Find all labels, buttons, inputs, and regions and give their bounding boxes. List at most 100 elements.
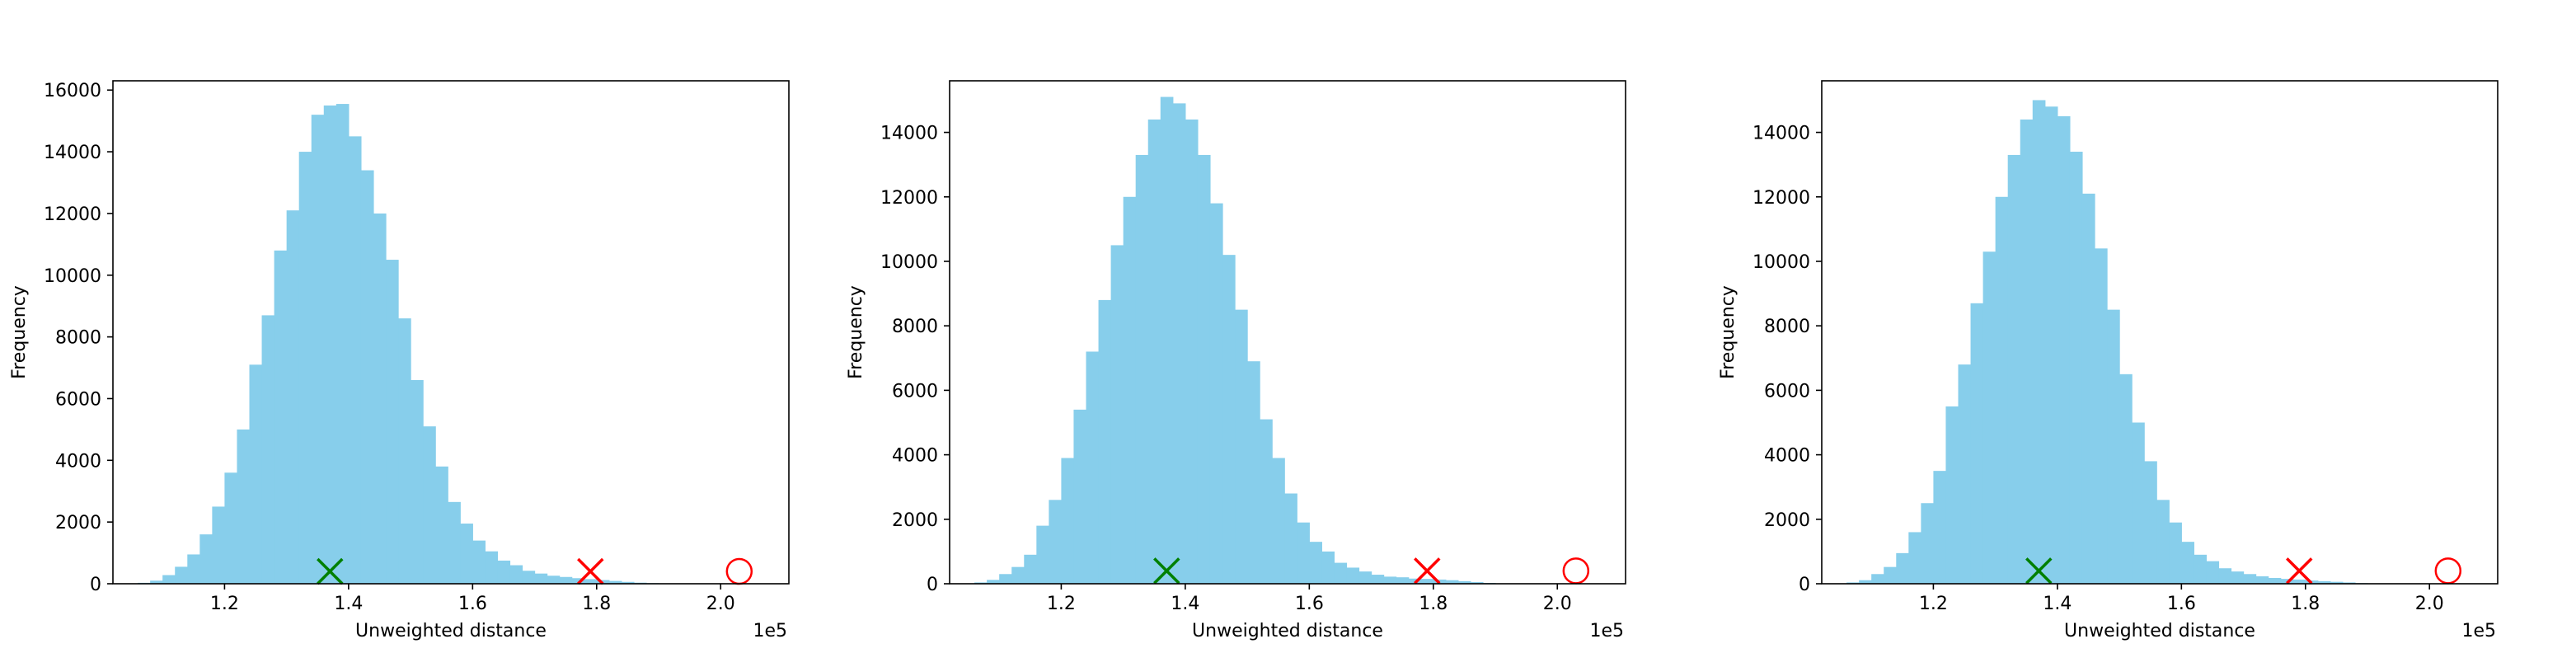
y-tick-label: 2000 bbox=[1764, 510, 1810, 531]
x-tick-label: 1.2 bbox=[1047, 594, 1076, 614]
histogram-bar bbox=[348, 136, 362, 585]
histogram-bar bbox=[1049, 500, 1063, 584]
x-tick-label: 1.8 bbox=[1419, 594, 1448, 614]
y-axis-label: Frequency bbox=[9, 285, 30, 379]
y-tick-label: 10000 bbox=[880, 252, 938, 273]
histogram-bar bbox=[509, 565, 523, 584]
y-tick-label: 2000 bbox=[55, 513, 101, 533]
histogram-bar bbox=[212, 506, 226, 584]
green-x-marker bbox=[2025, 557, 2053, 585]
histogram-bar bbox=[224, 472, 238, 584]
histogram-bar bbox=[1970, 303, 1984, 584]
histogram-bar bbox=[608, 580, 622, 584]
histogram-bar bbox=[2119, 373, 2133, 584]
x-tick-label: 2.0 bbox=[706, 594, 735, 614]
histogram-bar bbox=[1209, 203, 1223, 585]
red-circle-marker bbox=[1562, 557, 1590, 585]
histogram-bar bbox=[472, 540, 486, 584]
red-x-marker bbox=[2286, 557, 2313, 585]
histogram-bar bbox=[2132, 422, 2145, 584]
histogram-bar bbox=[249, 364, 263, 584]
histogram-bar bbox=[621, 581, 635, 584]
histogram-bar bbox=[1309, 542, 1322, 584]
x-tick-label: 1.8 bbox=[582, 594, 611, 614]
histogram-bar bbox=[150, 580, 163, 584]
histogram-bar bbox=[323, 105, 337, 584]
histogram-bar bbox=[522, 571, 536, 584]
histogram-bar bbox=[360, 170, 374, 584]
histogram-bar bbox=[398, 318, 411, 584]
histogram-bar bbox=[1036, 525, 1049, 584]
histogram-bar bbox=[2020, 119, 2034, 584]
histogram-bar bbox=[547, 575, 561, 584]
histogram-bar bbox=[497, 560, 511, 584]
histogram-bar bbox=[1197, 154, 1211, 584]
histogram-bar bbox=[1445, 580, 1459, 584]
histogram-bar bbox=[423, 426, 436, 584]
histogram-bar bbox=[2144, 461, 2157, 584]
histogram-bar bbox=[1933, 471, 1947, 584]
red-x-marker bbox=[1414, 557, 1441, 585]
histogram-bar bbox=[2194, 554, 2208, 584]
histogram-bar bbox=[335, 104, 350, 584]
histogram-bar bbox=[2206, 561, 2220, 584]
histogram-bar bbox=[261, 315, 275, 584]
histogram-bar bbox=[2095, 248, 2108, 584]
histogram-bar bbox=[1297, 522, 1310, 584]
histogram-bar bbox=[373, 213, 387, 584]
histogram-panel-1: 1.2 1.4 1.6 1.8 2.0 0 2000 4000 6000 8000 10000 120… bbox=[9, 80, 790, 641]
histogram-bar bbox=[274, 250, 288, 584]
histogram-bar bbox=[2292, 579, 2306, 584]
y-tick-label: 2000 bbox=[892, 510, 938, 531]
histogram-bar bbox=[1995, 196, 2009, 584]
y-tick-label: 10000 bbox=[1753, 252, 1810, 273]
red-circle-marker bbox=[2434, 557, 2462, 585]
histogram-bar bbox=[286, 210, 300, 584]
plot-frame bbox=[1821, 80, 2499, 585]
histogram-bar bbox=[1172, 103, 1186, 584]
y-axis-label: Frequency bbox=[1718, 285, 1738, 379]
histogram-bar bbox=[999, 574, 1012, 584]
histogram-bar bbox=[987, 580, 1000, 584]
histogram-bar bbox=[1921, 503, 1935, 584]
histogram-bar bbox=[460, 524, 473, 584]
histogram-bar bbox=[1470, 582, 1484, 584]
histogram-bar bbox=[2057, 116, 2071, 584]
histogram-bar bbox=[448, 501, 461, 584]
histogram-bar bbox=[1247, 361, 1260, 584]
histogram-bar bbox=[1185, 119, 1199, 584]
y-tick-label: 6000 bbox=[892, 381, 938, 402]
green-x-marker bbox=[317, 557, 344, 585]
histogram-bar bbox=[1260, 419, 1273, 584]
x-axis-label: Unweighted distance bbox=[355, 621, 547, 641]
y-tick-label: 12000 bbox=[880, 188, 938, 209]
histogram-bar bbox=[2007, 154, 2021, 584]
y-axis-label: Frequency bbox=[846, 285, 866, 379]
histogram-bar bbox=[2231, 571, 2245, 584]
x-tick-label: 1.6 bbox=[1295, 594, 1324, 614]
histogram-bar bbox=[2181, 542, 2194, 584]
histogram-bar bbox=[571, 578, 585, 584]
histogram-bar bbox=[584, 579, 598, 584]
x-tick-label: 1.2 bbox=[210, 594, 239, 614]
plot-frame bbox=[112, 80, 790, 585]
histogram-bar bbox=[162, 575, 176, 584]
x-tick-label: 1.4 bbox=[2043, 594, 2072, 614]
y-tick-label: 4000 bbox=[55, 451, 101, 472]
x-offset-label: 1e5 bbox=[753, 621, 787, 641]
histogram-bar bbox=[596, 580, 610, 584]
histogram-bar bbox=[1160, 96, 1174, 585]
y-tick-label: 16000 bbox=[44, 81, 101, 101]
histogram-bar bbox=[1958, 364, 1972, 584]
histogram-bar bbox=[199, 534, 213, 584]
x-tick-label: 1.8 bbox=[2291, 594, 2320, 614]
y-tick-label: 12000 bbox=[1753, 188, 1810, 209]
x-tick-label: 2.0 bbox=[1543, 594, 1572, 614]
x-tick-label: 1.4 bbox=[1171, 594, 1199, 614]
x-tick-label: 1.4 bbox=[334, 594, 363, 614]
histogram-bar bbox=[1123, 196, 1137, 584]
x-tick-label: 1.6 bbox=[2167, 594, 2196, 614]
y-tick-label: 4000 bbox=[1764, 446, 1810, 467]
y-tick-label: 14000 bbox=[44, 143, 101, 163]
